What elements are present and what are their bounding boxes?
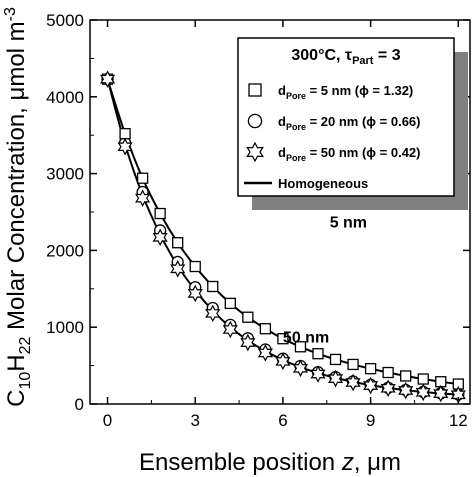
data-point-star xyxy=(135,189,151,207)
data-point-square xyxy=(259,323,272,335)
legend-title: 300°C, τPart = 3 xyxy=(291,47,400,67)
x-axis-title: Ensemble position z, μm xyxy=(139,449,401,476)
x-tick-label: 0 xyxy=(103,411,112,430)
legend-entry-label: Homogeneous xyxy=(278,176,368,191)
data-point-square xyxy=(154,207,166,220)
data-point-square xyxy=(172,237,184,249)
data-point-square xyxy=(119,128,131,140)
data-point-square xyxy=(400,370,412,382)
annotation-label: 5 nm xyxy=(330,214,367,231)
data-point-star xyxy=(257,344,273,362)
legend-marker-circle xyxy=(247,113,263,129)
data-point-star xyxy=(222,320,238,339)
data-point-star xyxy=(205,304,221,323)
y-tick-label: 3000 xyxy=(46,165,84,184)
data-point-star xyxy=(327,369,344,388)
data-point-square xyxy=(136,172,149,184)
annotation-label: 50 nm xyxy=(283,330,329,347)
data-point-star xyxy=(152,228,168,247)
data-point-star xyxy=(275,352,291,371)
data-point-star xyxy=(345,373,361,392)
data-point-square xyxy=(329,353,342,366)
y-tick-label: 1000 xyxy=(46,318,84,337)
data-point-square xyxy=(364,363,377,375)
data-point-star xyxy=(187,284,203,303)
data-point-square xyxy=(417,373,429,385)
legend-box xyxy=(237,37,455,197)
data-point-star xyxy=(170,260,186,278)
legend-entry-label: dPore = 50 nm (ϕ = 0.42) xyxy=(278,145,421,163)
plot-area: 5 nm 50 nm xyxy=(99,70,466,404)
data-point-star xyxy=(240,333,256,352)
data-point-square xyxy=(294,341,307,353)
data-point-star xyxy=(398,381,414,400)
y-axis-title: C10H22 Molar Concentration, μmol m-3 xyxy=(2,7,34,407)
legend-entry-label: dPore = 20 nm (ϕ = 0.66) xyxy=(278,114,421,132)
y-tick-label: 2000 xyxy=(46,241,84,260)
data-point-star xyxy=(380,379,396,398)
legend-entry-label: dPore = 5 nm (ϕ = 1.32) xyxy=(278,83,413,101)
data-point-square xyxy=(189,260,201,273)
x-tick-label: 6 xyxy=(278,411,287,430)
data-point-star xyxy=(99,70,116,88)
legend: 300°C, τPart = 3 dPore = 5 nm (ϕ = 1.32) d… xyxy=(237,37,468,210)
y-tick-label: 4000 xyxy=(46,88,84,107)
data-point-star xyxy=(310,365,326,383)
legend-marker-square xyxy=(248,83,262,97)
data-point-square xyxy=(242,311,254,323)
data-point-square xyxy=(277,333,289,345)
x-tick-label: 12 xyxy=(449,411,468,430)
data-point-square xyxy=(347,358,359,371)
y-tick-label: 5000 xyxy=(46,11,84,30)
data-point-square xyxy=(224,297,236,310)
x-tick-label: 3 xyxy=(190,411,199,430)
data-point-square xyxy=(382,366,394,379)
data-point-star xyxy=(363,376,379,395)
legend-marker-star xyxy=(246,141,264,163)
data-point-star xyxy=(415,383,431,402)
data-point-star xyxy=(433,384,449,403)
axes: 0 3 6 9 12 0 1000 2000 3000 4000 5000 xyxy=(46,11,471,430)
x-tick-label: 9 xyxy=(366,411,375,430)
data-point-square xyxy=(312,348,324,360)
data-point-square xyxy=(207,280,219,293)
axis-labels: Ensemble position z, μm C10H22 Molar Conc… xyxy=(2,7,401,476)
y-tick-label: 0 xyxy=(75,395,84,414)
data-point-star xyxy=(117,137,133,156)
data-point-star xyxy=(292,359,309,378)
